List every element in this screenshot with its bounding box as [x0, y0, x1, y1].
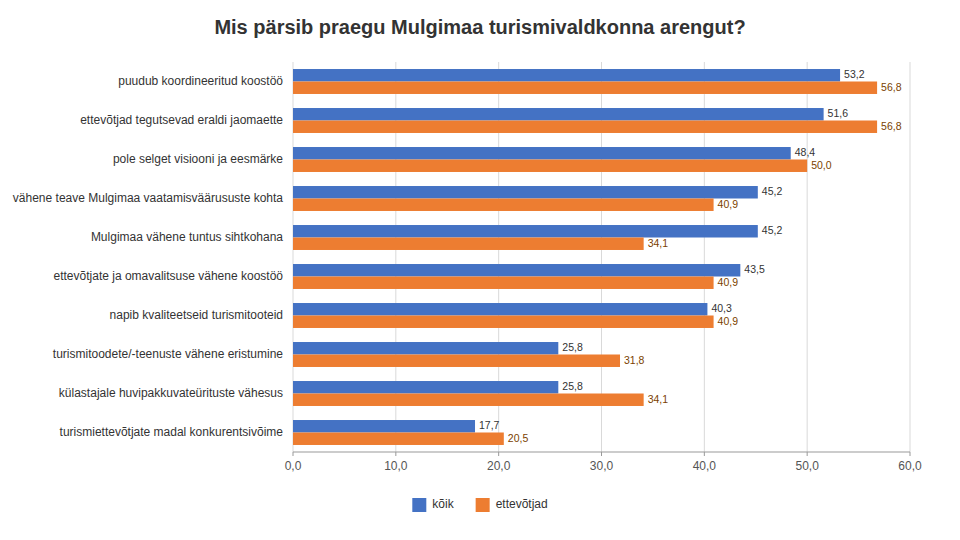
- bar: [293, 69, 840, 81]
- data-label: 48,4: [795, 146, 816, 158]
- bars: [293, 69, 877, 445]
- data-label: 45,2: [762, 185, 783, 197]
- legend: kõik ettevõtjad: [412, 497, 547, 512]
- tick-mark: [601, 452, 602, 456]
- title: Mis pärsib praegu Mulgimaa turismivaldko…: [214, 16, 745, 38]
- tick-mark: [704, 452, 705, 456]
- bar: [293, 433, 504, 445]
- data-label: 25,8: [562, 380, 583, 392]
- data-label: 40,9: [718, 315, 739, 327]
- bar: [293, 277, 714, 289]
- tick-label: 20,0: [487, 459, 511, 473]
- data-label: 40,9: [718, 276, 739, 288]
- category-labels: puudub koordineeritud koostöö ettevõtjad …: [13, 74, 283, 439]
- tick-label: 10,0: [384, 459, 408, 473]
- category-label: vähene teave Mulgimaa vaatamisväärususte…: [13, 191, 283, 205]
- tick-mark: [293, 452, 294, 456]
- data-label: 40,9: [718, 198, 739, 210]
- bar: [293, 186, 758, 198]
- data-label: 34,1: [648, 393, 669, 405]
- bar: [293, 238, 644, 250]
- background: [0, 0, 960, 540]
- tick-label: 50,0: [795, 459, 819, 473]
- tick-mark: [807, 452, 808, 456]
- bar: [293, 264, 740, 276]
- data-label: 34,1: [648, 237, 669, 249]
- chart-container: Mis pärsib praegu Mulgimaa turismivaldko…: [0, 0, 960, 540]
- data-label: 17,7: [479, 419, 500, 431]
- grid-line: [910, 62, 911, 452]
- category-label: külastajale huvipakkuvateürituste vähesu…: [59, 386, 283, 400]
- bar: [293, 342, 558, 354]
- data-label: 43,5: [744, 263, 765, 275]
- category-label: turismitoodete/-teenuste vähene eristumi…: [53, 347, 283, 361]
- data-label: 53,2: [844, 68, 865, 80]
- category-label: pole selget visiooni ja eesmärke: [113, 152, 283, 166]
- category-label: ettevõtjad tegutsevad eraldi jaomaette: [80, 113, 283, 127]
- bar: [293, 225, 758, 237]
- bar: [293, 160, 807, 172]
- bar: [293, 147, 791, 159]
- data-label: 56,8: [881, 120, 902, 132]
- legend-label: kõik: [432, 497, 454, 511]
- data-labels: 53,2 51,6 48,4 45,2 45,2 43,5 40,3 25,8 25,8 17,7…: [479, 68, 902, 443]
- category-label: turismiettevõtjate madal konkurentsivõim…: [60, 425, 284, 439]
- data-label: 31,8: [624, 354, 645, 366]
- data-label: 25,8: [562, 341, 583, 353]
- bar: [293, 355, 620, 367]
- bar: [293, 303, 707, 315]
- data-label: 45,2: [762, 224, 783, 236]
- bar: [293, 121, 877, 133]
- data-label: 40,3: [711, 302, 732, 314]
- bar: [293, 420, 475, 432]
- tick-mark: [498, 452, 499, 456]
- tick-mark: [910, 452, 911, 456]
- tick-label: 40,0: [693, 459, 717, 473]
- category-label: Mulgimaa vähene tuntus sihtkohana: [91, 230, 283, 244]
- bar: [293, 394, 644, 406]
- tick-label: 60,0: [898, 459, 922, 473]
- grid: [293, 62, 910, 452]
- x-axis: 0,0 10,0 20,0 30,0 40,0 50,0 60,0: [285, 452, 922, 473]
- bar: [293, 381, 558, 393]
- chart: Mis pärsib praegu Mulgimaa turismivaldko…: [0, 0, 960, 540]
- bar: [293, 82, 877, 94]
- category-label: napib kvaliteetseid turismitooteid: [110, 308, 283, 322]
- bar: [293, 108, 824, 120]
- data-label: 51,6: [828, 107, 849, 119]
- bar: [293, 199, 714, 211]
- category-label: puudub koordineeritud koostöö: [118, 74, 283, 88]
- legend-swatch: [412, 498, 426, 512]
- category-label: ettevõtjate ja omavalitsuse vähene koost…: [54, 269, 284, 283]
- data-label: 20,5: [508, 432, 529, 444]
- tick-mark: [395, 452, 396, 456]
- bar: [293, 316, 714, 328]
- data-label: 56,8: [881, 81, 902, 93]
- x-axis-line: [293, 452, 910, 453]
- tick-label: 0,0: [285, 459, 302, 473]
- legend-swatch: [476, 498, 490, 512]
- tick-label: 30,0: [590, 459, 614, 473]
- data-label: 50,0: [811, 159, 832, 171]
- legend-label: ettevõtjad: [496, 497, 548, 511]
